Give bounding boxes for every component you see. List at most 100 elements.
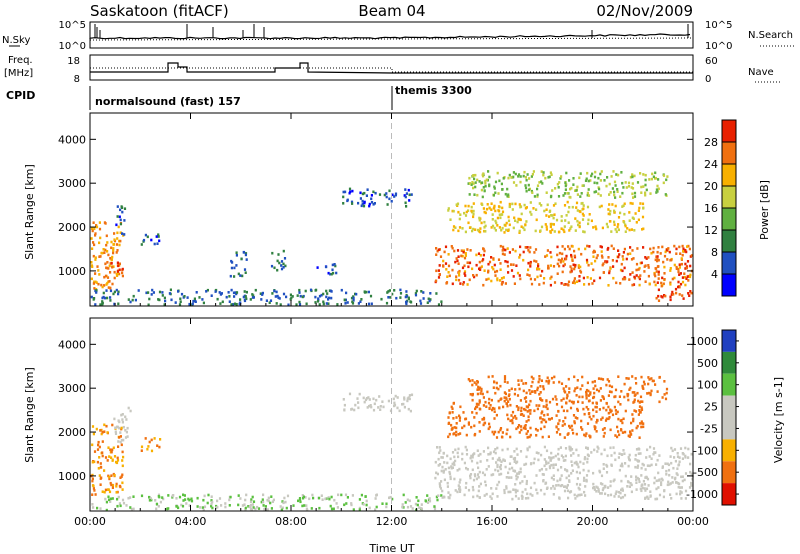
power-echo-cell bbox=[109, 271, 112, 274]
velocity-echo-cell bbox=[529, 426, 532, 430]
power-echo-cell bbox=[563, 225, 566, 228]
power-colorbar-tick-label: 24 bbox=[704, 158, 718, 171]
power-echo-cell bbox=[541, 269, 544, 273]
velocity-echo-cell bbox=[634, 410, 638, 413]
velocity-echo-cell bbox=[586, 460, 589, 464]
power-echo-cell bbox=[576, 219, 579, 223]
velocity-echo-cell bbox=[99, 483, 102, 486]
power-echo-cell bbox=[494, 180, 498, 184]
velocity-echo-cell bbox=[469, 393, 472, 396]
power-echo-cell bbox=[322, 300, 325, 304]
power-echo-cell bbox=[405, 290, 408, 293]
velocity-echo-cell bbox=[513, 470, 517, 473]
power-echo-cell bbox=[439, 255, 443, 258]
velocity-echo-cell bbox=[375, 493, 378, 497]
power-echo-cell bbox=[525, 220, 528, 223]
power-echo-cell bbox=[357, 201, 360, 205]
velocity-echo-cell bbox=[630, 475, 633, 478]
velocity-echo-cell bbox=[478, 470, 481, 474]
power-echo-cell bbox=[561, 270, 564, 274]
velocity-echo-cell bbox=[493, 380, 496, 384]
velocity-echo-cell bbox=[628, 435, 631, 438]
velocity-echo-cell bbox=[496, 446, 499, 450]
velocity-echo-cell bbox=[575, 394, 578, 397]
power-echo-cell bbox=[633, 174, 636, 178]
velocity-echo-cell bbox=[680, 475, 683, 479]
power-echo-cell bbox=[551, 214, 554, 217]
power-echo-cell bbox=[606, 176, 609, 179]
velocity-echo-cell bbox=[629, 386, 632, 390]
velocity-echo-cell bbox=[605, 402, 608, 405]
power-echo-cell bbox=[325, 295, 328, 299]
velocity-echo-cell bbox=[398, 409, 401, 413]
velocity-echo-cell bbox=[467, 488, 471, 492]
velocity-echo-cell bbox=[97, 467, 100, 470]
power-echo-cell bbox=[552, 204, 556, 207]
velocity-echo-cell bbox=[541, 435, 544, 439]
velocity-colorbar-tick-label: 25 bbox=[704, 401, 718, 414]
power-echo-cell bbox=[93, 227, 96, 231]
velocity-echo-cell bbox=[513, 456, 517, 460]
power-echo-cell bbox=[391, 292, 394, 296]
velocity-echo-cell bbox=[279, 505, 282, 508]
velocity-echo-cell bbox=[482, 416, 486, 420]
power-echo-cell bbox=[91, 247, 94, 250]
power-echo-cell bbox=[567, 221, 570, 224]
power-echo-cell bbox=[462, 250, 465, 254]
velocity-echo-cell bbox=[552, 463, 555, 467]
power-echo-cell bbox=[579, 195, 582, 198]
power-echo-cell bbox=[485, 278, 488, 281]
velocity-echo-cell bbox=[336, 506, 339, 509]
velocity-echo-cell bbox=[527, 415, 530, 418]
power-echo-cell bbox=[435, 279, 438, 283]
power-echo-cell bbox=[422, 297, 425, 300]
power-echo-cell bbox=[487, 262, 490, 266]
velocity-echo-cell bbox=[628, 453, 631, 457]
power-echo-cell bbox=[233, 275, 236, 278]
power-echo-cell bbox=[232, 303, 235, 306]
velocity-echo-cell bbox=[110, 483, 113, 487]
velocity-echo-cell bbox=[251, 503, 254, 506]
velocity-echo-cell bbox=[582, 468, 585, 472]
power-echo-cell bbox=[644, 183, 647, 187]
velocity-echo-cell bbox=[586, 457, 589, 461]
power-echo-cell bbox=[94, 272, 97, 275]
power-echo-cell bbox=[457, 229, 460, 233]
velocity-echo-cell bbox=[509, 419, 512, 423]
velocity-echo-cell bbox=[495, 386, 498, 390]
velocity-echo-cell bbox=[513, 450, 516, 453]
power-echo-cell bbox=[545, 254, 549, 257]
power-echo-cell bbox=[499, 268, 502, 271]
velocity-echo-cell bbox=[575, 448, 578, 452]
power-echo-cell bbox=[276, 259, 279, 263]
power-echo-cell bbox=[642, 173, 645, 176]
power-echo-cell bbox=[542, 281, 545, 285]
power-echo-cell bbox=[564, 181, 567, 185]
power-echo-cell bbox=[116, 237, 119, 240]
velocity-echo-cell bbox=[505, 396, 508, 400]
power-echo-cell bbox=[280, 267, 284, 271]
power-echo-cell bbox=[342, 202, 345, 205]
velocity-echo-cell bbox=[564, 390, 567, 394]
velocity-echo-cell bbox=[108, 455, 111, 458]
power-echo-cell bbox=[112, 249, 115, 252]
velocity-echo-cell bbox=[488, 425, 491, 429]
power-echo-cell bbox=[568, 229, 571, 232]
power-echo-cell bbox=[601, 226, 604, 230]
power-echo-cell bbox=[474, 173, 477, 177]
velocity-ytick-label: 2000 bbox=[58, 426, 86, 439]
power-echo-cell bbox=[511, 248, 514, 251]
power-echo-cell bbox=[573, 265, 577, 269]
power-echo-cell bbox=[562, 260, 565, 263]
power-echo-cell bbox=[460, 249, 463, 252]
velocity-echo-cell bbox=[602, 406, 605, 410]
power-echo-cell bbox=[594, 225, 597, 228]
velocity-echo-cell bbox=[272, 498, 275, 502]
power-echo-cell bbox=[660, 284, 663, 288]
velocity-echo-cell bbox=[483, 494, 486, 497]
velocity-echo-cell bbox=[548, 456, 551, 459]
noise-left-tick-top: 10^5 bbox=[59, 20, 86, 31]
velocity-echo-cell bbox=[556, 468, 560, 472]
velocity-echo-cell bbox=[121, 481, 124, 485]
velocity-echo-cell bbox=[648, 464, 651, 468]
